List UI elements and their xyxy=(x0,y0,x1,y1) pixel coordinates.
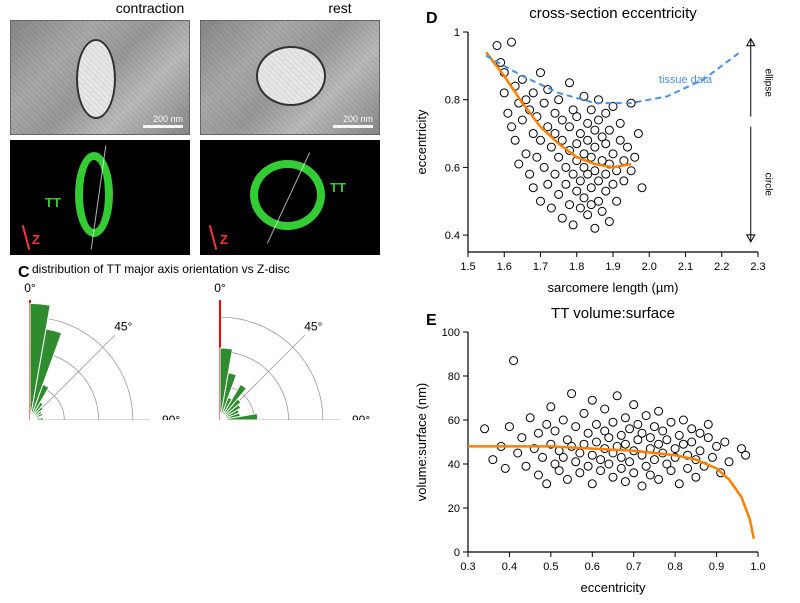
polar-plot-rest: 0°45°90°102030 % xyxy=(200,280,380,420)
render-rest: TT Z xyxy=(200,140,380,255)
svg-text:1.0: 1.0 xyxy=(750,561,765,573)
svg-text:1.6: 1.6 xyxy=(497,261,512,273)
z-disc-line xyxy=(22,225,30,250)
svg-text:80: 80 xyxy=(448,371,460,383)
svg-text:0: 0 xyxy=(454,547,460,559)
svg-text:0.3: 0.3 xyxy=(460,561,475,573)
svg-text:45°: 45° xyxy=(114,320,132,334)
panel-c-title: distribution of TT major axis orientatio… xyxy=(32,262,290,276)
svg-text:1.8: 1.8 xyxy=(569,261,584,273)
tt-label: TT xyxy=(45,195,61,210)
svg-text:sarcomere length (µm): sarcomere length (µm) xyxy=(547,280,678,295)
svg-text:1.5: 1.5 xyxy=(460,261,475,273)
micrograph-contraction: 200 nm xyxy=(10,20,190,135)
tt-label: TT xyxy=(330,180,346,195)
svg-text:60: 60 xyxy=(448,415,460,427)
scalebar xyxy=(143,125,183,128)
svg-text:1.7: 1.7 xyxy=(533,261,548,273)
col-title-rest: rest xyxy=(250,0,430,16)
svg-text:45°: 45° xyxy=(304,320,322,334)
z-label: Z xyxy=(32,232,40,247)
svg-text:tissue data: tissue data xyxy=(659,74,713,86)
svg-text:1: 1 xyxy=(454,27,460,39)
svg-text:0°: 0° xyxy=(214,281,226,295)
tt-circle xyxy=(250,160,325,230)
vesicle-circle xyxy=(256,46,326,106)
render-contraction: TT Z xyxy=(10,140,190,255)
polar-plot-contraction: 0°45°90°102030 % xyxy=(10,280,190,420)
svg-text:20: 20 xyxy=(448,503,460,515)
svg-text:eccentricity: eccentricity xyxy=(580,580,646,595)
svg-text:0.4: 0.4 xyxy=(445,230,460,242)
col-title-contraction: contraction xyxy=(60,0,240,16)
svg-text:volume:surface (nm): volume:surface (nm) xyxy=(414,383,429,501)
svg-text:90°: 90° xyxy=(352,413,370,420)
svg-text:0.9: 0.9 xyxy=(709,561,724,573)
svg-text:100: 100 xyxy=(442,327,460,339)
svg-text:0.6: 0.6 xyxy=(445,162,460,174)
svg-text:2.3: 2.3 xyxy=(750,261,765,273)
svg-text:90°: 90° xyxy=(162,413,180,420)
scalebar-label: 200 nm xyxy=(343,114,373,124)
svg-text:TT volume:surface: TT volume:surface xyxy=(551,305,675,322)
z-label: Z xyxy=(220,232,228,247)
scatter-plot-e: TT volume:surface 0.3 0.4 0.5 0.6 0.7 0.8 0.9 1.… xyxy=(410,300,800,600)
svg-text:0.8: 0.8 xyxy=(667,561,682,573)
svg-text:1.9: 1.9 xyxy=(605,261,620,273)
svg-text:2.1: 2.1 xyxy=(678,261,693,273)
svg-text:ellipse: ellipse xyxy=(762,69,773,98)
svg-text:40: 40 xyxy=(448,459,460,471)
svg-text:0.5: 0.5 xyxy=(543,561,558,573)
svg-text:0.7: 0.7 xyxy=(626,561,641,573)
scalebar-label: 200 nm xyxy=(153,114,183,124)
svg-text:2.2: 2.2 xyxy=(714,261,729,273)
scatter-plot-d: cross-section eccentricity 1.5 1.6 1.7 1.8 1.… xyxy=(410,0,800,300)
svg-text:circle: circle xyxy=(762,173,773,197)
svg-text:eccentricity: eccentricity xyxy=(414,109,429,175)
vesicle-ellipse xyxy=(76,39,116,119)
svg-text:0.6: 0.6 xyxy=(585,561,600,573)
svg-text:0.8: 0.8 xyxy=(445,95,460,107)
svg-text:0°: 0° xyxy=(24,281,36,295)
z-disc-line xyxy=(209,225,217,250)
svg-text:2.0: 2.0 xyxy=(642,261,657,273)
scalebar xyxy=(333,125,373,128)
micrograph-rest: 200 nm xyxy=(200,20,380,135)
svg-text:0.4: 0.4 xyxy=(502,561,517,573)
svg-text:cross-section eccentricity: cross-section eccentricity xyxy=(529,5,697,22)
